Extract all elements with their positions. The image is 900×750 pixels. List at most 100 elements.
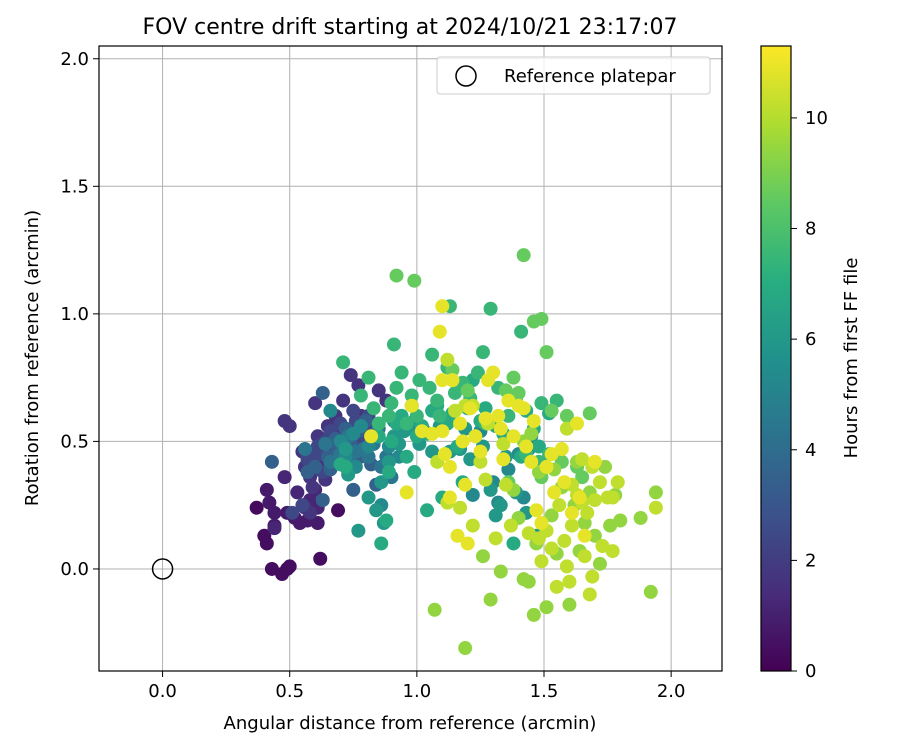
data-point — [570, 416, 585, 431]
data-point — [559, 559, 574, 574]
data-point — [440, 352, 455, 367]
data-point — [572, 490, 587, 505]
data-point — [407, 465, 422, 480]
data-point — [554, 442, 569, 457]
data-point — [460, 536, 475, 551]
data-point — [432, 408, 447, 423]
data-point — [384, 396, 399, 411]
data-point — [526, 607, 541, 622]
x-tick-label: 0.0 — [148, 681, 177, 702]
data-point — [453, 416, 468, 431]
data-point — [613, 513, 628, 528]
data-point — [338, 459, 353, 474]
legend-label: Reference platepar — [504, 66, 676, 87]
legend: Reference platepar — [436, 56, 711, 95]
data-point — [539, 459, 554, 474]
data-point — [420, 503, 435, 518]
data-point — [575, 452, 590, 467]
data-point — [379, 513, 394, 528]
data-point — [361, 490, 376, 505]
data-point — [422, 380, 437, 395]
data-point — [511, 385, 526, 400]
data-point — [564, 518, 579, 533]
colorbar-tick-label: 6 — [805, 329, 816, 350]
data-point — [503, 518, 518, 533]
data-point — [562, 597, 577, 612]
data-point — [463, 401, 478, 416]
data-point — [384, 434, 399, 449]
data-point — [544, 403, 559, 418]
colorbar-tick-label: 2 — [805, 550, 816, 571]
data-point — [468, 429, 483, 444]
data-point — [493, 421, 508, 436]
data-point — [519, 439, 534, 454]
data-point — [282, 419, 297, 434]
data-point — [531, 439, 546, 454]
data-point — [338, 442, 353, 457]
chart-title: FOV centre drift starting at 2024/10/21 … — [143, 15, 678, 40]
data-point — [285, 505, 300, 520]
data-point — [575, 470, 590, 485]
data-point — [496, 452, 511, 467]
data-point — [412, 373, 427, 388]
y-tick-label: 1.5 — [60, 176, 89, 197]
data-point — [458, 641, 473, 656]
data-point — [633, 510, 648, 525]
data-point — [353, 388, 368, 403]
data-point — [264, 454, 279, 469]
data-point — [295, 498, 310, 513]
colorbar-tick-label: 4 — [805, 440, 816, 461]
x-tick-label: 2.0 — [657, 681, 686, 702]
data-point — [389, 268, 404, 283]
data-point — [308, 459, 323, 474]
data-point — [465, 518, 480, 533]
data-point — [267, 505, 282, 520]
data-point — [587, 493, 602, 508]
data-point — [544, 508, 559, 523]
data-point — [585, 569, 600, 584]
data-point — [336, 355, 351, 370]
legend-box — [436, 56, 711, 95]
data-point — [315, 493, 330, 508]
data-point — [404, 398, 419, 413]
data-point — [399, 449, 414, 464]
y-axis-label: Rotation from reference (arcmin) — [22, 210, 43, 506]
data-point — [486, 365, 501, 380]
data-point — [437, 447, 452, 462]
data-point — [529, 503, 544, 518]
data-point — [336, 393, 351, 408]
data-point — [582, 587, 597, 602]
data-point — [389, 380, 404, 395]
data-point — [501, 408, 516, 423]
data-point — [587, 528, 602, 543]
data-point — [592, 556, 607, 571]
data-point — [643, 584, 658, 599]
data-point — [374, 536, 389, 551]
data-point — [381, 465, 396, 480]
y-tick-label: 1.0 — [60, 304, 89, 325]
data-point — [366, 401, 381, 416]
data-point — [343, 368, 358, 383]
data-point — [516, 401, 531, 416]
data-point — [455, 434, 470, 449]
data-point — [506, 370, 521, 385]
data-point — [552, 498, 567, 513]
data-point — [290, 485, 305, 500]
data-point — [506, 429, 521, 444]
data-point — [580, 505, 595, 520]
data-point — [445, 373, 460, 388]
data-point — [267, 521, 282, 536]
data-point — [381, 454, 396, 469]
plot-frame — [98, 45, 723, 672]
data-point — [534, 311, 549, 326]
data-point — [381, 408, 396, 423]
colorbar-label: Hours from first FF file — [841, 258, 862, 459]
data-point — [259, 482, 274, 497]
data-point — [465, 487, 480, 502]
data-point — [473, 444, 488, 459]
reference-point-marker — [151, 558, 174, 580]
data-point — [353, 419, 368, 434]
data-point — [488, 531, 503, 546]
data-point — [524, 454, 539, 469]
